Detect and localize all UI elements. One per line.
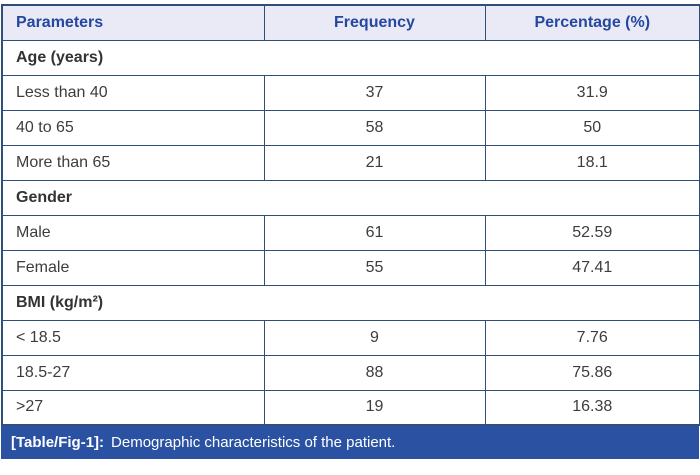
table-row: 18.5-27 88 75.86: [1, 354, 700, 391]
parameter-cell: 18.5-27: [1, 354, 265, 391]
table-row: >27 19 16.38: [1, 389, 700, 426]
percentage-cell: 75.86: [484, 354, 700, 391]
percentage-cell: 50: [484, 109, 700, 146]
section-label: BMI (kg/m²): [1, 284, 700, 321]
parameter-cell: Less than 40: [1, 74, 265, 111]
table-row: Male 61 52.59: [1, 214, 700, 251]
column-header-parameters: Parameters: [1, 4, 265, 41]
percentage-cell: 7.76: [484, 319, 700, 356]
percentage-cell: 16.38: [484, 389, 700, 426]
frequency-cell: 58: [263, 109, 486, 146]
column-header-percentage: Percentage (%): [484, 4, 700, 41]
section-label: Gender: [1, 179, 700, 216]
frequency-cell: 55: [263, 249, 486, 286]
demographics-table: Parameters Frequency Percentage (%) Age …: [1, 4, 700, 426]
table-row: < 18.5 9 7.76: [1, 319, 700, 356]
frequency-cell: 19: [263, 389, 486, 426]
percentage-cell: 52.59: [484, 214, 700, 251]
section-row-age: Age (years): [1, 39, 700, 76]
column-header-frequency: Frequency: [263, 4, 486, 41]
frequency-cell: 37: [263, 74, 486, 111]
percentage-cell: 18.1: [484, 144, 700, 181]
table-figure: Parameters Frequency Percentage (%) Age …: [1, 4, 700, 459]
table-row: Female 55 47.41: [1, 249, 700, 286]
frequency-cell: 88: [263, 354, 486, 391]
percentage-cell: 31.9: [484, 74, 700, 111]
section-row-bmi: BMI (kg/m²): [1, 284, 700, 321]
frequency-cell: 61: [263, 214, 486, 251]
section-label: Age (years): [1, 39, 700, 76]
parameter-cell: Female: [1, 249, 265, 286]
frequency-cell: 21: [263, 144, 486, 181]
table-caption: [Table/Fig-1]: Demographic characteristi…: [1, 426, 699, 459]
parameter-cell: Male: [1, 214, 265, 251]
section-row-gender: Gender: [1, 179, 700, 216]
table-row: More than 65 21 18.1: [1, 144, 700, 181]
frequency-cell: 9: [263, 319, 486, 356]
parameter-cell: >27: [1, 389, 265, 426]
parameter-cell: 40 to 65: [1, 109, 265, 146]
parameter-cell: < 18.5: [1, 319, 265, 356]
parameter-cell: More than 65: [1, 144, 265, 181]
caption-text: Demographic characteristics of the patie…: [111, 434, 396, 451]
table-row: 40 to 65 58 50: [1, 109, 700, 146]
table-row: Less than 40 37 31.9: [1, 74, 700, 111]
percentage-cell: 47.41: [484, 249, 700, 286]
header-row: Parameters Frequency Percentage (%): [1, 4, 700, 41]
caption-tag: [Table/Fig-1]:: [11, 434, 105, 451]
